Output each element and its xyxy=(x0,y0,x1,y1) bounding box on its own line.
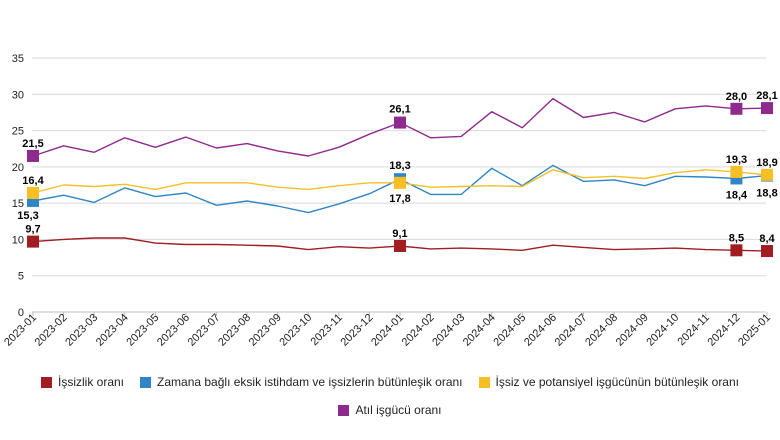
legend-item-atil[interactable]: Atıl işgücü oranı xyxy=(338,403,442,417)
series-marker-3 xyxy=(394,176,406,189)
data-label: 21,5 xyxy=(22,138,43,150)
x-tick-label: 2023-12 xyxy=(339,312,376,349)
legend-label-issizlik: İşsizlik oranı xyxy=(58,375,125,389)
series-marker-4 xyxy=(394,116,406,129)
x-tick-label: 2023-07 xyxy=(186,312,223,349)
x-tick-label: 2024-06 xyxy=(522,312,559,349)
data-label: 19,3 xyxy=(726,154,747,166)
x-tick-label: 2024-08 xyxy=(583,312,620,349)
series-marker-3 xyxy=(730,165,743,178)
x-tick-label: 2024-10 xyxy=(644,312,681,349)
x-tick-label: 2024-12 xyxy=(706,312,743,349)
data-label: 18,8 xyxy=(756,188,777,200)
legend-item-issizlik[interactable]: İşsizlik oranı xyxy=(41,375,124,389)
series-marker-3 xyxy=(27,186,39,199)
series-line-2 xyxy=(32,164,768,214)
data-label: 8,5 xyxy=(729,232,744,244)
data-label: 28,1 xyxy=(756,90,777,102)
x-tick-label: 2024-05 xyxy=(491,312,528,349)
data-label: 8,4 xyxy=(759,233,775,245)
x-tick-label: 2025-01 xyxy=(736,312,773,349)
x-tick-label: 2024-04 xyxy=(461,312,498,349)
legend-row-1: İşsizlik oranı Zamana bağlı eksik istihd… xyxy=(0,372,780,392)
x-tick-label: 2024-01 xyxy=(369,312,406,349)
data-labels: 9,7 9,1 8,5 8,4 15,3 18,3 18,4 18,8 16,4 17,8 19,3… xyxy=(17,90,777,245)
y-tick-label: 10 xyxy=(12,234,24,246)
legend: İşsizlik oranı Zamana bağlı eksik istihd… xyxy=(0,372,780,428)
x-tick-label: 2023-04 xyxy=(94,312,131,349)
legend-swatch-issizlik xyxy=(41,376,52,388)
x-tick-label: 2023-06 xyxy=(155,312,192,349)
data-label: 18,4 xyxy=(726,189,748,201)
series-marker-4 xyxy=(27,149,39,162)
data-label: 15,3 xyxy=(17,210,38,222)
legend-swatch-atil xyxy=(338,404,350,416)
x-tick-label: 2023-10 xyxy=(277,312,314,349)
x-tick-label: 2024-07 xyxy=(553,312,590,349)
series-marker-1 xyxy=(27,235,39,248)
series-marker-1 xyxy=(394,239,406,252)
series-marker-4 xyxy=(761,102,773,115)
axes: 051015202530352023-012023-022023-032023-… xyxy=(2,53,773,349)
x-tick-label: 2023-05 xyxy=(124,312,161,349)
legend-item-potansiyel[interactable]: İşsiz ve potansiyel işgücünün bütünleşik… xyxy=(478,375,739,389)
data-label: 17,8 xyxy=(389,193,410,205)
legend-label-atil: Atıl işgücü oranı xyxy=(355,403,442,417)
y-tick-label: 15 xyxy=(12,198,24,210)
y-tick-label: 5 xyxy=(18,271,24,283)
series-marker-3 xyxy=(761,168,773,181)
x-tick-label: 2023-11 xyxy=(308,312,344,348)
y-tick-label: 30 xyxy=(12,89,24,101)
legend-label-potansiyel: İşsiz ve potansiyel işgücünün bütünleşik… xyxy=(495,375,739,389)
x-tick-label: 2023-09 xyxy=(247,312,284,349)
y-tick-label: 20 xyxy=(12,162,24,174)
data-label: 16,4 xyxy=(22,175,44,187)
series-markers xyxy=(27,102,773,258)
data-label: 18,3 xyxy=(389,160,410,172)
data-label: 26,1 xyxy=(389,104,410,116)
y-tick-label: 35 xyxy=(12,53,24,65)
x-tick-label: 2024-09 xyxy=(614,312,651,349)
x-tick-label: 2024-02 xyxy=(400,312,437,349)
x-tick-label: 2023-03 xyxy=(63,312,100,349)
line-chart: 051015202530352023-012023-022023-032023-… xyxy=(2,53,778,349)
legend-label-zamana-bagli: Zamana bağlı eksik istihdam ve işsizleri… xyxy=(157,375,463,389)
series-marker-4 xyxy=(730,102,743,115)
x-tick-label: 2023-02 xyxy=(33,312,70,349)
data-label: 18,9 xyxy=(756,157,777,169)
data-label: 28,0 xyxy=(726,91,747,103)
x-tick-label: 2023-08 xyxy=(216,312,253,349)
legend-swatch-zamana-bagli xyxy=(140,376,152,388)
legend-item-zamana-bagli[interactable]: Zamana bağlı eksik istihdam ve işsizleri… xyxy=(140,375,463,389)
series-marker-1 xyxy=(761,245,773,258)
data-label: 9,1 xyxy=(392,228,407,240)
legend-row-2: Atıl işgücü oranı xyxy=(0,400,780,420)
x-tick-label: 2024-03 xyxy=(430,312,467,349)
y-tick-label: 25 xyxy=(12,126,24,138)
legend-swatch-potansiyel xyxy=(478,376,490,388)
data-label: 9,7 xyxy=(25,224,40,236)
y-tick-label: 0 xyxy=(18,307,24,319)
x-tick-label: 2024-11 xyxy=(675,312,711,348)
gridlines xyxy=(32,57,766,313)
series-marker-1 xyxy=(730,244,743,257)
